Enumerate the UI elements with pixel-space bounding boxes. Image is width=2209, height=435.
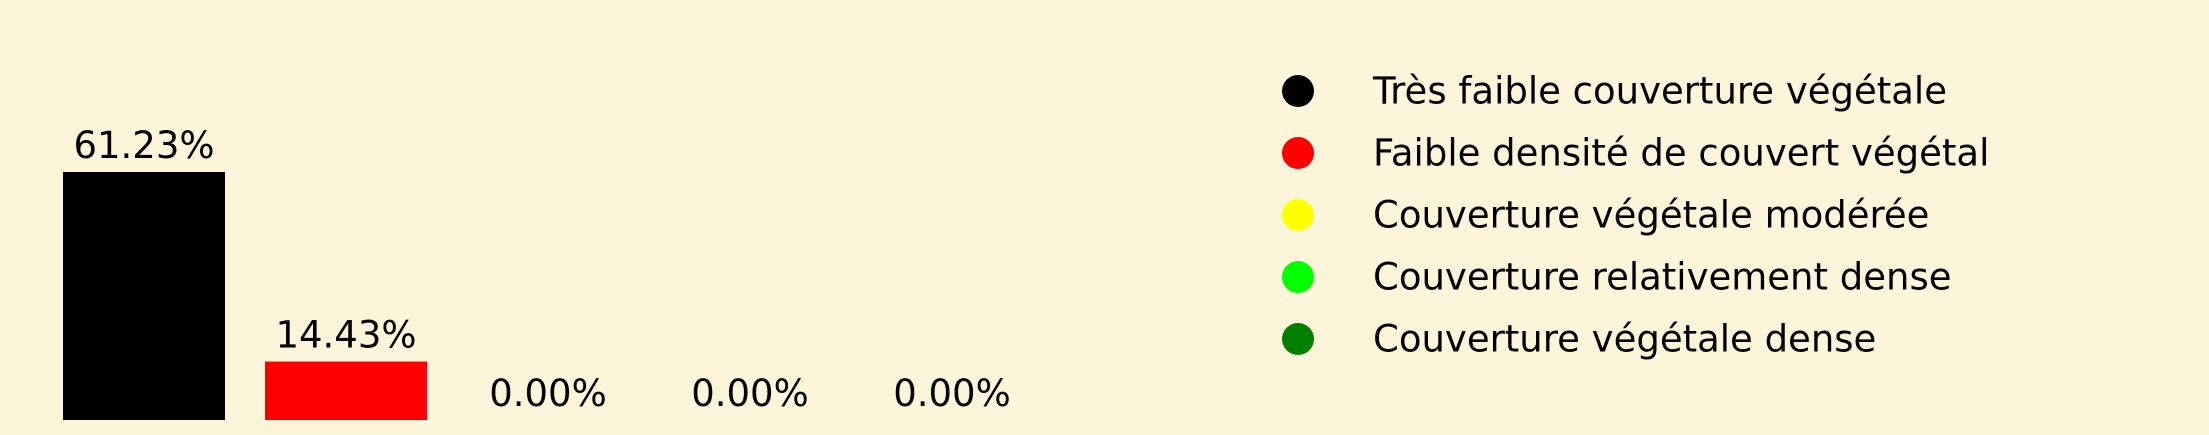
value-label-5: 0.00% <box>893 372 1011 415</box>
legend-label-3: Couverture végétale modérée <box>1373 194 1929 237</box>
value-label-3: 0.00% <box>489 372 607 415</box>
legend-marker-2 <box>1282 137 1314 169</box>
value-label-2: 14.43% <box>275 314 416 357</box>
bar-2 <box>265 361 427 420</box>
legend-marker-5 <box>1282 323 1314 355</box>
legend-marker-1 <box>1282 75 1314 107</box>
legend: Très faible couverture végétale Faible de… <box>1282 70 1989 361</box>
value-labels-group: 61.23% 14.43% 0.00% 0.00% 0.00% <box>73 124 1010 415</box>
legend-label-1: Très faible couverture végétale <box>1372 70 1947 113</box>
value-label-4: 0.00% <box>691 372 809 415</box>
legend-label-4: Couverture relativement dense <box>1373 256 1952 299</box>
legend-marker-3 <box>1282 199 1314 231</box>
bars-group <box>63 172 427 420</box>
legend-label-5: Couverture végétale dense <box>1373 318 1876 361</box>
bar-1 <box>63 172 225 420</box>
legend-label-2: Faible densité de couvert végétal <box>1373 132 1989 175</box>
legend-marker-4 <box>1282 261 1314 293</box>
value-label-1: 61.23% <box>73 124 214 167</box>
